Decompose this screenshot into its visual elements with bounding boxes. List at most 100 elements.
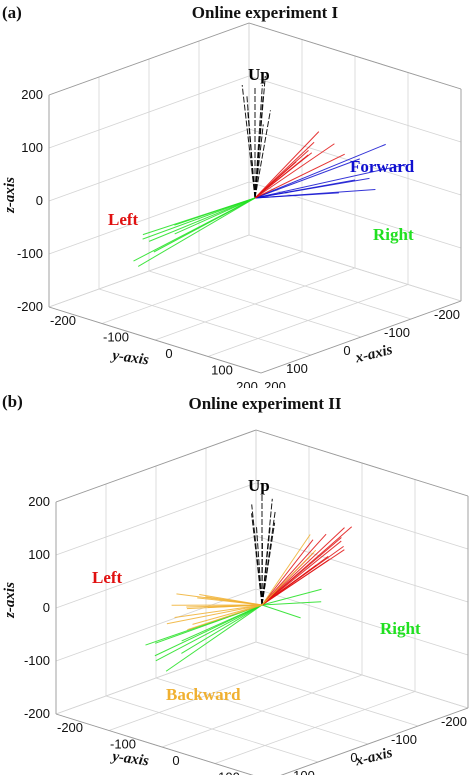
- right-trajectory: [181, 604, 263, 654]
- left-trajectory: [254, 143, 335, 199]
- up-trajectory: [241, 85, 256, 199]
- label-backward-b: Backward: [166, 685, 241, 704]
- x-tick-label: 100: [218, 770, 240, 775]
- chart-a-svg: (a) Online experiment I 2001000-100-200-…: [2, 3, 462, 388]
- chart-title-b: Online experiment II: [189, 394, 342, 413]
- grid-line: [55, 482, 257, 556]
- right-trajectory: [261, 601, 322, 606]
- backward-trajectory: [207, 604, 263, 608]
- grid-b: [55, 429, 469, 775]
- z-tick-label: -100: [17, 246, 43, 261]
- right-trajectory: [261, 604, 301, 619]
- left-trajectory: [254, 152, 313, 199]
- y-tick-label: -200: [434, 307, 460, 322]
- right-trajectory: [261, 588, 322, 606]
- backward-trajectory: [176, 593, 263, 606]
- up-trajectory: [247, 109, 256, 199]
- up-trajectory: [254, 110, 271, 199]
- left-trajectory: [261, 527, 345, 606]
- label-left-a: Left: [108, 210, 139, 229]
- panel-label-a: (a): [2, 3, 22, 22]
- right-trajectory: [174, 197, 256, 235]
- y-tick-label: 0: [350, 750, 357, 765]
- x-tick-label: -100: [110, 737, 136, 752]
- x-tick-label: -200: [57, 720, 83, 735]
- right-trajectory: [133, 197, 256, 262]
- box-edge: [255, 429, 469, 497]
- z-tick-label: -200: [24, 706, 50, 721]
- up-trajectory: [261, 522, 276, 606]
- label-right-b: Right: [380, 619, 421, 638]
- backward-trajectory: [187, 604, 263, 631]
- right-trajectory: [142, 197, 256, 240]
- x-tick-label: -100: [103, 330, 129, 345]
- y-tick-label: -100: [384, 325, 410, 340]
- left-trajectory: [254, 131, 320, 199]
- forward-trajectory: [254, 158, 360, 199]
- left-trajectory: [261, 540, 342, 606]
- grid-line: [48, 75, 250, 149]
- y-tick-label: 100: [293, 768, 315, 775]
- data-b: [145, 488, 353, 672]
- up-trajectory: [261, 526, 271, 606]
- y-tick-label: 100: [286, 361, 308, 376]
- z-tick-label: 100: [21, 140, 43, 155]
- left-trajectory: [261, 539, 314, 606]
- data-a: [133, 75, 407, 267]
- box-edge: [48, 306, 262, 374]
- grid-line: [255, 482, 469, 550]
- x-tick-label: 100: [211, 363, 233, 378]
- y-tick-label: 200: [236, 379, 258, 388]
- backward-trajectory: [261, 549, 317, 606]
- grid-line: [248, 75, 462, 143]
- up-trajectory: [254, 84, 263, 199]
- forward-trajectory: [254, 143, 386, 199]
- left-trajectory: [261, 533, 327, 606]
- label-up-b: Up: [248, 476, 270, 495]
- ticks-a: 2001000-100-200-200-1000100200-200-10001…: [17, 87, 460, 388]
- grid-line: [48, 128, 250, 202]
- chart-title-a: Online experiment I: [192, 3, 339, 22]
- z-tick-label: 0: [43, 600, 50, 615]
- ticks-b: 2001000-100-200-200-1000100200-200-10001…: [24, 494, 467, 775]
- grid-line: [148, 270, 362, 338]
- box-edge: [280, 707, 469, 775]
- up-trajectory: [254, 124, 264, 199]
- z-tick-label: -100: [24, 653, 50, 668]
- grid-line: [207, 284, 409, 357]
- box-edge: [248, 22, 462, 90]
- panel-label-b: (b): [2, 392, 23, 411]
- right-trajectory: [137, 197, 256, 267]
- grid-line: [98, 288, 312, 356]
- z-tick-label: -200: [17, 299, 43, 314]
- grid-line: [55, 713, 254, 775]
- z-axis-label-b: z-axis: [2, 582, 18, 619]
- z-tick-label: 0: [36, 193, 43, 208]
- y-axis-label-a: y-axis: [109, 347, 150, 368]
- x-tick-label: -200: [50, 313, 76, 328]
- x-tick-label: 200: [264, 379, 286, 388]
- right-trajectory: [148, 197, 256, 242]
- right-trajectory: [165, 604, 263, 672]
- x-tick-label: 0: [172, 753, 179, 768]
- grid-line: [255, 535, 469, 603]
- forward-trajectory: [254, 192, 339, 199]
- forward-trajectory: [254, 177, 370, 199]
- grid-line: [105, 695, 319, 763]
- up-trajectory: [255, 525, 263, 606]
- x-axis-label-a: x-axis: [353, 342, 394, 367]
- box-edge: [260, 300, 462, 374]
- z-tick-label: 200: [28, 494, 50, 509]
- backward-trajectory: [261, 534, 311, 606]
- grid-line: [248, 128, 462, 196]
- up-trajectory: [251, 513, 263, 606]
- right-trajectory: [155, 604, 263, 662]
- backward-trajectory: [166, 604, 263, 625]
- box-edge: [48, 22, 250, 96]
- backward-trajectory: [192, 604, 263, 625]
- z-tick-label: 100: [28, 547, 50, 562]
- y-tick-label: 0: [343, 343, 350, 358]
- y-axis-label-b: y-axis: [109, 748, 150, 769]
- z-axis-label-a: z-axis: [2, 177, 18, 214]
- grid-a: [48, 22, 462, 374]
